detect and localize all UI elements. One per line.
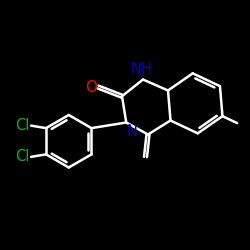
Text: NH: NH xyxy=(131,62,152,78)
Text: Cl: Cl xyxy=(16,150,30,164)
Text: Cl: Cl xyxy=(16,118,30,133)
Text: O: O xyxy=(85,80,97,94)
Text: N: N xyxy=(127,124,138,139)
